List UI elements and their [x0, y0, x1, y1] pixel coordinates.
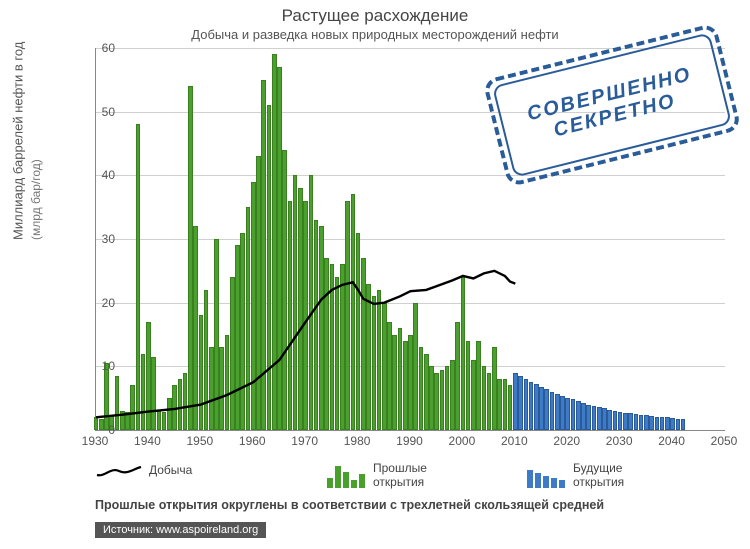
y-tick: 0 [108, 423, 115, 437]
legend-past-icon [325, 462, 367, 488]
x-tick: 2040 [658, 434, 685, 448]
legend-past: Прошлые открытия [325, 461, 468, 489]
y-tick: 10 [102, 359, 115, 373]
x-tick: 2000 [449, 434, 476, 448]
y-tick: 20 [102, 296, 115, 310]
x-tick: 1950 [186, 434, 213, 448]
x-tick: 1980 [344, 434, 371, 448]
legend: Добыча Прошлые открытия Будущие открытия [95, 455, 724, 491]
y-axis-unit: (млрд бар/год) [29, 159, 43, 240]
y-tick: 50 [102, 105, 115, 119]
legend-future: Будущие открытия [525, 461, 668, 489]
y-tick: 40 [102, 168, 115, 182]
legend-past-label: Прошлые открытия [373, 461, 468, 489]
y-tick: 60 [102, 41, 115, 55]
x-tick: 2020 [553, 434, 580, 448]
source-label: Источник: www.aspoireland.org [95, 522, 266, 538]
x-tick: 2010 [501, 434, 528, 448]
x-tick: 1990 [396, 434, 423, 448]
footnote: Прошлые открытия округлены в соответстви… [95, 498, 604, 512]
y-axis-label: Миллиард баррелей нефти в год [11, 42, 26, 240]
x-tick: 2030 [606, 434, 633, 448]
chart-subtitle: Добыча и разведка новых природных местор… [0, 27, 750, 42]
x-tick: 1940 [134, 434, 161, 448]
x-tick: 1970 [291, 434, 318, 448]
x-tick: 1930 [82, 434, 109, 448]
legend-production-label: Добыча [149, 463, 192, 477]
legend-production: Добыча [95, 461, 192, 481]
x-tick: 2050 [711, 434, 738, 448]
chart-title: Растущее расхождение [0, 6, 750, 26]
legend-line-icon [95, 461, 143, 481]
y-tick: 30 [102, 232, 115, 246]
legend-future-label: Будущие открытия [573, 461, 668, 489]
legend-future-icon [525, 462, 567, 488]
x-tick: 1960 [239, 434, 266, 448]
